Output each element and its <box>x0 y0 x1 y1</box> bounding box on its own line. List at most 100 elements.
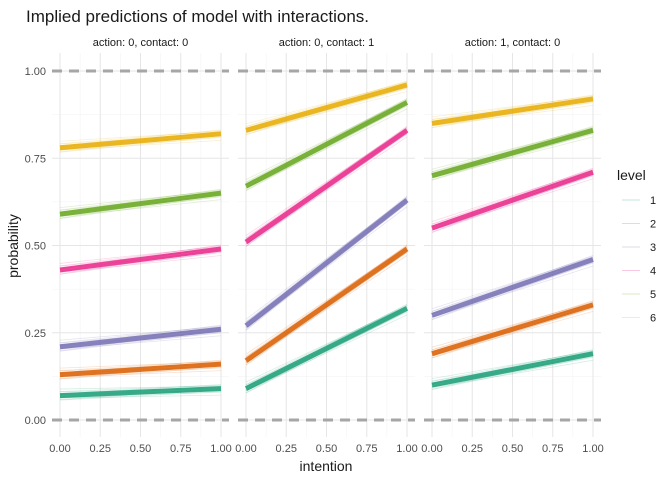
strip-label: action: 0, contact: 1 <box>279 37 374 49</box>
x-tick-label: 0.00 <box>49 443 70 455</box>
series-1 <box>244 303 409 394</box>
legend-item-6: 6 <box>622 313 656 325</box>
posterior-line <box>245 104 408 192</box>
posterior-line <box>431 95 594 120</box>
posterior-line <box>245 81 408 127</box>
series-line <box>431 127 594 179</box>
series-3 <box>59 324 222 352</box>
series-3 <box>431 255 594 321</box>
posterior-line <box>431 96 594 118</box>
posterior-line <box>59 136 222 153</box>
series-2 <box>431 300 594 359</box>
posterior-line <box>59 189 222 211</box>
series-line <box>59 190 222 217</box>
posterior-line <box>59 325 222 344</box>
posterior-line <box>245 314 408 392</box>
legend-label: 2 <box>650 219 656 231</box>
x-tick-label: 1.00 <box>396 443 417 455</box>
strip-label: action: 0, contact: 0 <box>93 37 188 49</box>
y-tick-label: 0.50 <box>25 241 46 253</box>
posterior-line <box>431 350 594 382</box>
legend-label: 5 <box>650 289 656 301</box>
x-tick-label: 0.25 <box>276 443 297 455</box>
x-tick-label: 0.75 <box>542 443 563 455</box>
y-tick-label: 0.25 <box>25 328 46 340</box>
series-2 <box>244 244 409 366</box>
x-tick-label: 1.00 <box>582 443 603 455</box>
x-tick-label: 1.00 <box>210 443 231 455</box>
legend: level 1 2 3 4 5 6 <box>617 167 656 325</box>
legend-item-4: 4 <box>622 266 656 278</box>
series-line <box>59 246 222 273</box>
posterior-line <box>431 301 594 350</box>
posterior-line <box>431 301 594 348</box>
posterior-line <box>431 132 594 181</box>
series-5 <box>59 188 222 219</box>
posterior-line <box>245 196 408 323</box>
posterior-line <box>59 251 222 275</box>
chart-title: Implied predictions of model with intera… <box>26 7 369 26</box>
series-line <box>244 246 409 363</box>
y-tick-label: 0.00 <box>25 415 46 427</box>
posterior-line <box>245 98 408 183</box>
series-line <box>244 306 409 391</box>
series-6 <box>245 80 408 136</box>
series-2 <box>59 359 222 380</box>
facet-panels: action: 0, contact: 0 0.00 0.25 0.50 0.75 1.0… <box>25 37 604 455</box>
posterior-line <box>245 132 408 247</box>
legend-label: 1 <box>650 195 656 207</box>
y-tick-label: 1.00 <box>25 66 46 78</box>
legend-item-3: 3 <box>622 242 656 254</box>
x-axis-title: intention <box>300 458 353 474</box>
posterior-line <box>431 169 594 222</box>
series-line <box>431 169 594 231</box>
posterior-line <box>431 310 594 357</box>
x-tick-label: 0.75 <box>170 443 191 455</box>
series-3 <box>244 195 409 331</box>
posterior-line <box>59 335 222 350</box>
x-tick-label: 0.25 <box>462 443 483 455</box>
series-line <box>431 257 594 318</box>
posterior-line <box>59 195 222 219</box>
panel-3: action: 1, contact: 0 0.00 0.25 0.50 0.75 1.0… <box>421 37 603 455</box>
series-line <box>59 326 222 350</box>
series-6 <box>431 94 594 129</box>
y-tick-label: 0.75 <box>25 153 46 165</box>
x-tick-label: 0.25 <box>90 443 111 455</box>
posterior-line <box>245 255 408 364</box>
posterior-line <box>431 265 594 319</box>
series-1 <box>431 349 594 390</box>
posterior-line <box>59 246 222 264</box>
series-line <box>245 82 408 133</box>
series-line <box>244 100 409 189</box>
posterior-line <box>245 304 408 385</box>
posterior-line <box>431 356 594 390</box>
posterior-line <box>59 361 222 369</box>
posterior-line <box>431 255 594 312</box>
legend-item-2: 2 <box>622 219 656 231</box>
posterior-line <box>59 370 222 378</box>
posterior-line <box>59 385 222 390</box>
x-tick-label: 0.00 <box>421 443 442 455</box>
posterior-line <box>431 168 594 225</box>
posterior-line <box>245 108 408 190</box>
posterior-line <box>59 384 222 392</box>
posterior-line <box>59 391 222 401</box>
posterior-line <box>245 246 408 355</box>
posterior-line <box>431 101 594 129</box>
legend-label: 3 <box>650 242 656 254</box>
posterior-line <box>245 127 408 236</box>
series-4 <box>59 244 222 275</box>
posterior-line <box>59 331 222 352</box>
legend-title: level <box>617 167 646 183</box>
posterior-line <box>59 139 222 151</box>
posterior-line <box>431 126 594 173</box>
panel-1: action: 0, contact: 0 0.00 0.25 0.50 0.75 1.0… <box>49 37 231 455</box>
posterior-line <box>431 105 594 127</box>
posterior-line <box>431 359 594 388</box>
posterior-line <box>431 136 594 179</box>
series-1 <box>59 384 222 401</box>
series-line <box>59 386 222 399</box>
series-4 <box>431 167 594 233</box>
y-axis-title: probability <box>5 214 21 278</box>
